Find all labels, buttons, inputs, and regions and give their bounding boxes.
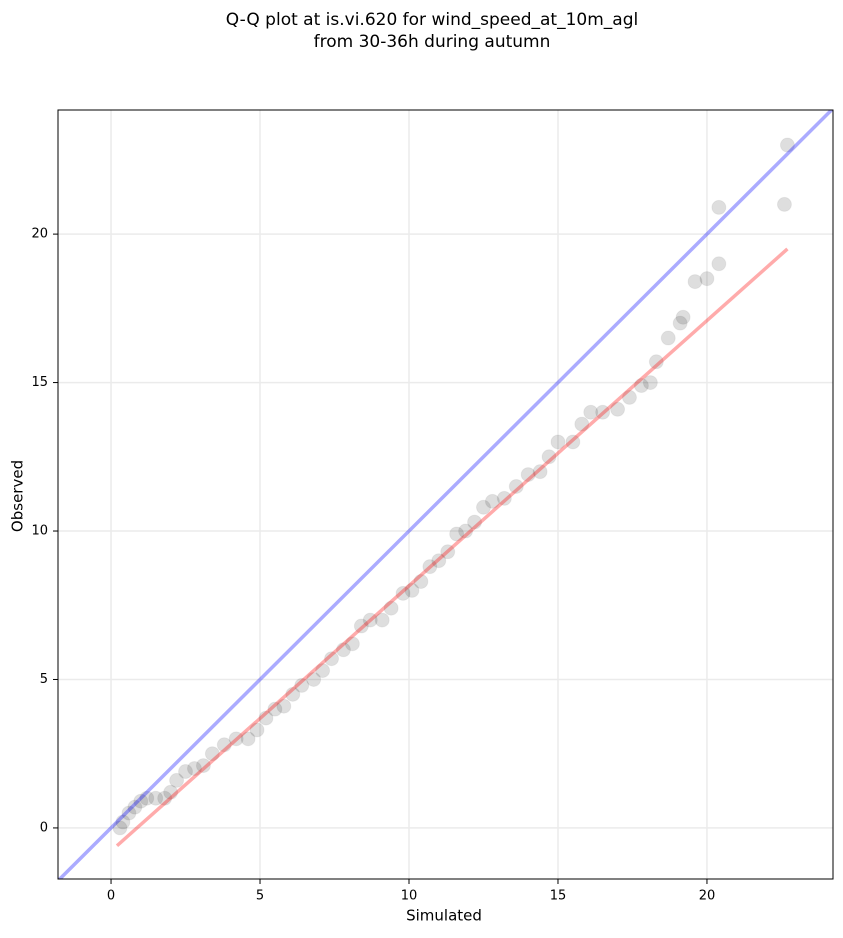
point (228, 731, 244, 747)
point (779, 137, 795, 153)
point (467, 514, 483, 530)
point (240, 731, 256, 747)
point (294, 677, 310, 693)
y-tick-label: 5 (40, 672, 48, 687)
point (532, 464, 548, 480)
point (383, 600, 399, 616)
point (404, 582, 420, 598)
point (413, 573, 429, 589)
point (633, 378, 649, 394)
x-axis-label: Simulated (406, 907, 482, 925)
point (285, 686, 301, 702)
y-tick-label: 20 (31, 227, 48, 242)
point (648, 354, 664, 370)
point (440, 544, 456, 560)
y-tick-label: 0 (40, 820, 48, 835)
point (642, 375, 658, 391)
point (276, 698, 292, 714)
point (621, 389, 637, 405)
point (484, 493, 500, 509)
point (315, 663, 331, 679)
point (353, 618, 369, 634)
point (157, 790, 173, 806)
point (672, 315, 688, 331)
point (431, 553, 447, 569)
point (121, 805, 137, 821)
y-tick-label: 10 (31, 524, 48, 539)
x-tick-label: 20 (699, 889, 716, 904)
point (344, 636, 360, 652)
point (148, 790, 164, 806)
point (163, 784, 179, 800)
point (458, 523, 474, 539)
point (699, 271, 715, 287)
point (776, 196, 792, 212)
fit-line (115, 247, 789, 848)
point (574, 416, 590, 432)
point (139, 790, 155, 806)
point (508, 478, 524, 494)
x-tick-label: 0 (107, 889, 115, 904)
point (216, 737, 232, 753)
chart-title: from 30-36h during autumn (314, 32, 551, 52)
point (675, 309, 691, 325)
point (169, 772, 185, 788)
point (249, 722, 265, 738)
chart-title: Q-Q plot at is.vi.620 for wind_speed_at_… (226, 10, 638, 30)
point (550, 434, 566, 450)
point (395, 585, 411, 601)
point (127, 799, 143, 815)
point (541, 449, 557, 465)
point (449, 526, 465, 542)
point (258, 710, 274, 726)
y-tick-label: 15 (31, 375, 48, 390)
identity-line (58, 110, 833, 879)
point (115, 814, 131, 830)
point (422, 559, 438, 575)
point (565, 434, 581, 450)
point (374, 612, 390, 628)
point (112, 820, 128, 836)
point (583, 404, 599, 420)
point (496, 490, 512, 506)
point (660, 330, 676, 346)
point (362, 612, 378, 628)
point (711, 199, 727, 215)
point (186, 761, 202, 777)
point (475, 499, 491, 515)
point (267, 701, 283, 717)
point (324, 651, 340, 667)
point (595, 404, 611, 420)
point (195, 758, 211, 774)
x-tick-label: 15 (550, 889, 567, 904)
point (687, 274, 703, 290)
y-axis-label: Observed (9, 460, 27, 532)
point (610, 401, 626, 417)
point (204, 746, 220, 762)
plot-frame (57, 109, 834, 880)
point (133, 793, 149, 809)
x-tick-label: 10 (401, 889, 418, 904)
point (520, 467, 536, 483)
point (711, 256, 727, 272)
x-tick-label: 5 (256, 889, 264, 904)
point (306, 671, 322, 687)
point (335, 642, 351, 658)
point (178, 764, 194, 780)
